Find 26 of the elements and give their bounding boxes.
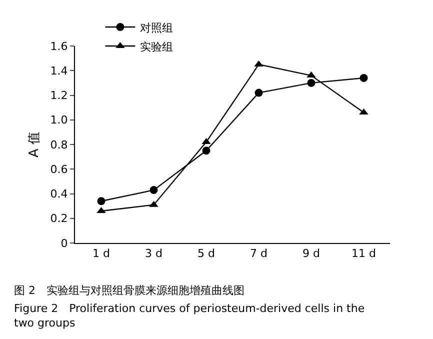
legend-label: 实验组 (140, 40, 174, 54)
y-tick-label: 0.4 (50, 188, 68, 201)
y-tick-label: 1.0 (50, 114, 68, 127)
x-tick-label: 9 d (302, 247, 320, 260)
y-tick-label: 1.2 (50, 89, 68, 102)
legend-label: 对照组 (140, 21, 174, 34)
y-tick-label: 0 (60, 236, 68, 250)
y-tick-label: 1.6 (50, 40, 68, 53)
point (254, 88, 263, 97)
x-tick-label: 11 d (352, 247, 376, 260)
caption: Figure 2 Proliferation curves of periosteum-derived cells in the two groups (14, 302, 365, 330)
y-tick-label: 0.2 (50, 212, 68, 226)
caption: 图 2 实验组与对照组骨膜来源细胞增殖曲线图 (14, 284, 244, 297)
y-tick-label: 1.4 (50, 64, 68, 78)
point (360, 74, 368, 82)
y-tick-label: 0.8 (50, 138, 68, 152)
y-tick-label: 0.6 (50, 162, 68, 176)
x-tick-label: 5 d (198, 247, 215, 260)
point (150, 186, 158, 194)
point (202, 146, 210, 155)
point (307, 78, 316, 87)
x-tick-label: 1 d (92, 247, 110, 260)
y-axis-title: A 值 (27, 131, 42, 158)
point (97, 197, 106, 206)
x-tick-label: 3 d (145, 247, 162, 260)
x-tick-label: 7 d (250, 247, 268, 260)
